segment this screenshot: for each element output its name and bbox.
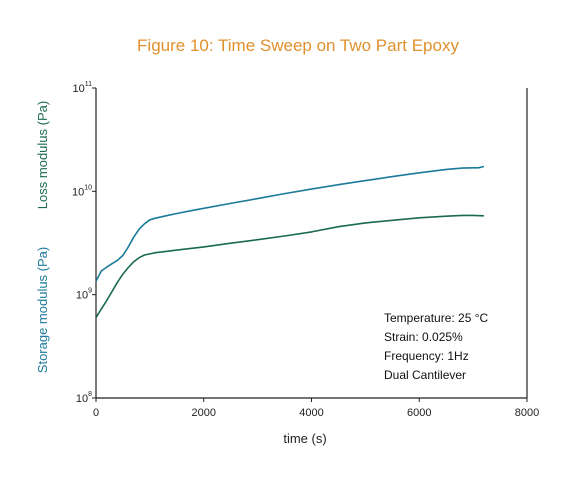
y-tick-exponent: 11 xyxy=(85,81,92,88)
annotation-line: Dual Cantilever xyxy=(384,368,466,382)
x-tick-label: 8000 xyxy=(515,407,539,419)
x-tick-label: 6000 xyxy=(407,407,431,419)
x-tick-label: 4000 xyxy=(299,407,323,419)
y-tick-base: 10 xyxy=(72,186,84,198)
annotation-line: Frequency: 1Hz xyxy=(384,349,469,363)
y-tick-exponent: 10 xyxy=(84,184,92,191)
x-tick-label: 2000 xyxy=(192,407,216,419)
annotation-line: Strain: 0.025% xyxy=(384,330,463,344)
y-axis-label-loss: Loss modulus (Pa) xyxy=(35,101,50,209)
annotation-line: Temperature: 25 °C xyxy=(384,311,489,325)
y-tick-base: 10 xyxy=(72,83,84,95)
x-ticks: 0 2000 4000 6000 8000 xyxy=(93,398,539,419)
storage-modulus-line xyxy=(95,165,485,282)
series-lines xyxy=(95,165,485,319)
y-tick-exponent: 9 xyxy=(88,288,92,295)
y-tick-label: 1011 xyxy=(72,81,92,95)
y-tick-exponent: 8 xyxy=(88,391,92,398)
y-tick-base: 10 xyxy=(76,393,88,405)
y-tick-label: 1010 xyxy=(72,184,92,198)
loss-modulus-line xyxy=(95,214,484,319)
y-tick-label: 108 xyxy=(76,391,92,405)
chart-title: Figure 10: Time Sweep on Two Part Epoxy xyxy=(137,36,459,55)
y-tick-label: 109 xyxy=(76,288,92,302)
x-axis-label: time (s) xyxy=(283,431,326,446)
annotation-block: Temperature: 25 °C Strain: 0.025% Frequenc… xyxy=(384,311,489,382)
x-tick-label: 0 xyxy=(93,407,99,419)
y-axis-label-storage: Storage modulus (Pa) xyxy=(35,247,50,373)
y-tick-base: 10 xyxy=(76,290,88,302)
